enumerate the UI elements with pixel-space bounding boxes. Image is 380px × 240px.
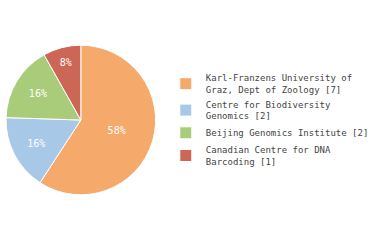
svg-text:Beijing Genomics Institute [2]: Beijing Genomics Institute [2]: [206, 128, 369, 138]
svg-text:Centre for BiodiversityGenomic: Centre for BiodiversityGenomics [2]: [206, 100, 331, 122]
svg-text:8%: 8%: [60, 57, 72, 68]
svg-text:Karl-Franzens University ofGra: Karl-Franzens University ofGraz, Dept of…: [206, 73, 352, 95]
svg-text:Canadian Centre for DNABarcodi: Canadian Centre for DNABarcoding [1]: [206, 145, 331, 167]
svg-text:16%: 16%: [27, 138, 45, 149]
svg-text:16%: 16%: [29, 88, 47, 99]
svg-text:58%: 58%: [108, 125, 126, 136]
